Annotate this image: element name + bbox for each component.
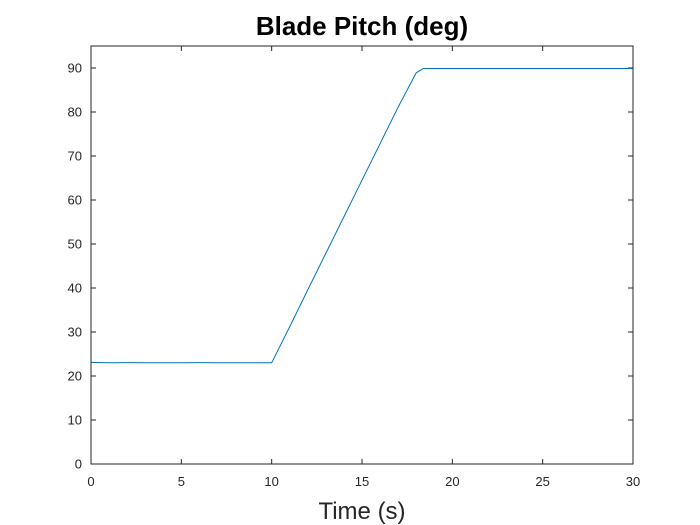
series-line-0 bbox=[90, 67, 633, 364]
y-tick-label: 30 bbox=[68, 325, 82, 340]
y-tick-label: 80 bbox=[68, 105, 82, 120]
y-tick-label: 20 bbox=[68, 369, 82, 384]
chart-title: Blade Pitch (deg) bbox=[256, 11, 468, 41]
x-tick-label: 25 bbox=[535, 474, 549, 489]
x-tick-label: 20 bbox=[445, 474, 459, 489]
y-tick-label: 0 bbox=[75, 457, 82, 472]
y-tick-label: 40 bbox=[68, 281, 82, 296]
plot-area bbox=[91, 46, 633, 464]
y-tick-label: 10 bbox=[68, 413, 82, 428]
x-tick-label: 30 bbox=[626, 474, 640, 489]
x-tick-label: 10 bbox=[264, 474, 278, 489]
x-axis-label: Time (s) bbox=[318, 498, 405, 525]
series-layer bbox=[90, 67, 633, 364]
y-tick-label: 70 bbox=[68, 149, 82, 164]
x-tick-label: 15 bbox=[355, 474, 369, 489]
plot-frame bbox=[90, 45, 634, 465]
x-tick-label: 5 bbox=[178, 474, 185, 489]
y-tick-label: 60 bbox=[68, 193, 82, 208]
y-tick-label: 50 bbox=[68, 237, 82, 252]
y-tick-label: 90 bbox=[68, 61, 82, 76]
y-axis-ticks: 0 10 20 30 40 50 60 70 80 90 bbox=[68, 61, 633, 472]
x-tick-label: 0 bbox=[87, 474, 94, 489]
